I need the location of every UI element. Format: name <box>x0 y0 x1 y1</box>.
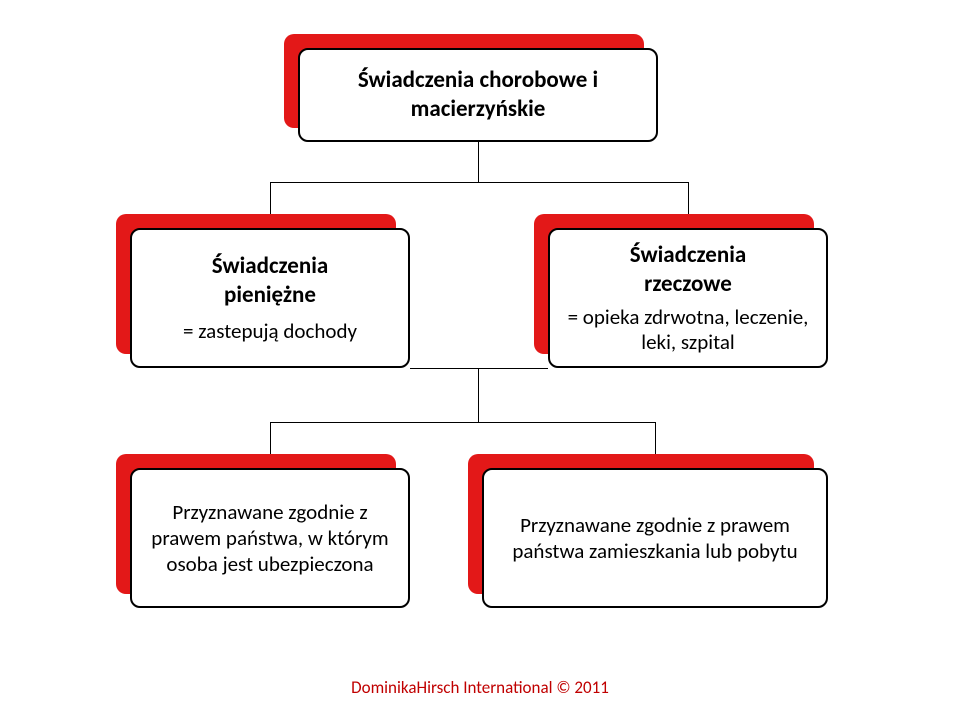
node-right2-sub: Przyznawane zgodnie z prawem państwa zam… <box>498 512 812 565</box>
node-left1-title: Świadczenia pieniężne <box>170 252 370 310</box>
node-left1-sub: = zastepują dochody <box>183 318 357 344</box>
connector <box>270 182 688 183</box>
diagram-canvas: Świadczenia chorobowe i macierzyńskie Św… <box>0 0 960 720</box>
connector <box>655 422 656 454</box>
connector <box>410 368 548 369</box>
connector <box>270 182 271 214</box>
node-left2-sub: Przyznawane zgodnie z prawem państwa, w … <box>146 499 394 578</box>
footer-text: DominikaHirsch International © 2011 <box>0 677 960 698</box>
connector <box>478 368 479 422</box>
connector <box>270 422 655 423</box>
node-right1-sub: = opieka zdrwotna, leczenie, leki, szpit… <box>564 305 812 355</box>
connector <box>478 142 479 182</box>
node-root-title: Świadczenia chorobowe i macierzyńskie <box>314 66 642 124</box>
connector <box>688 182 689 214</box>
connector <box>270 422 271 454</box>
node-right1-title: Świadczenia rzeczowe <box>588 241 788 299</box>
